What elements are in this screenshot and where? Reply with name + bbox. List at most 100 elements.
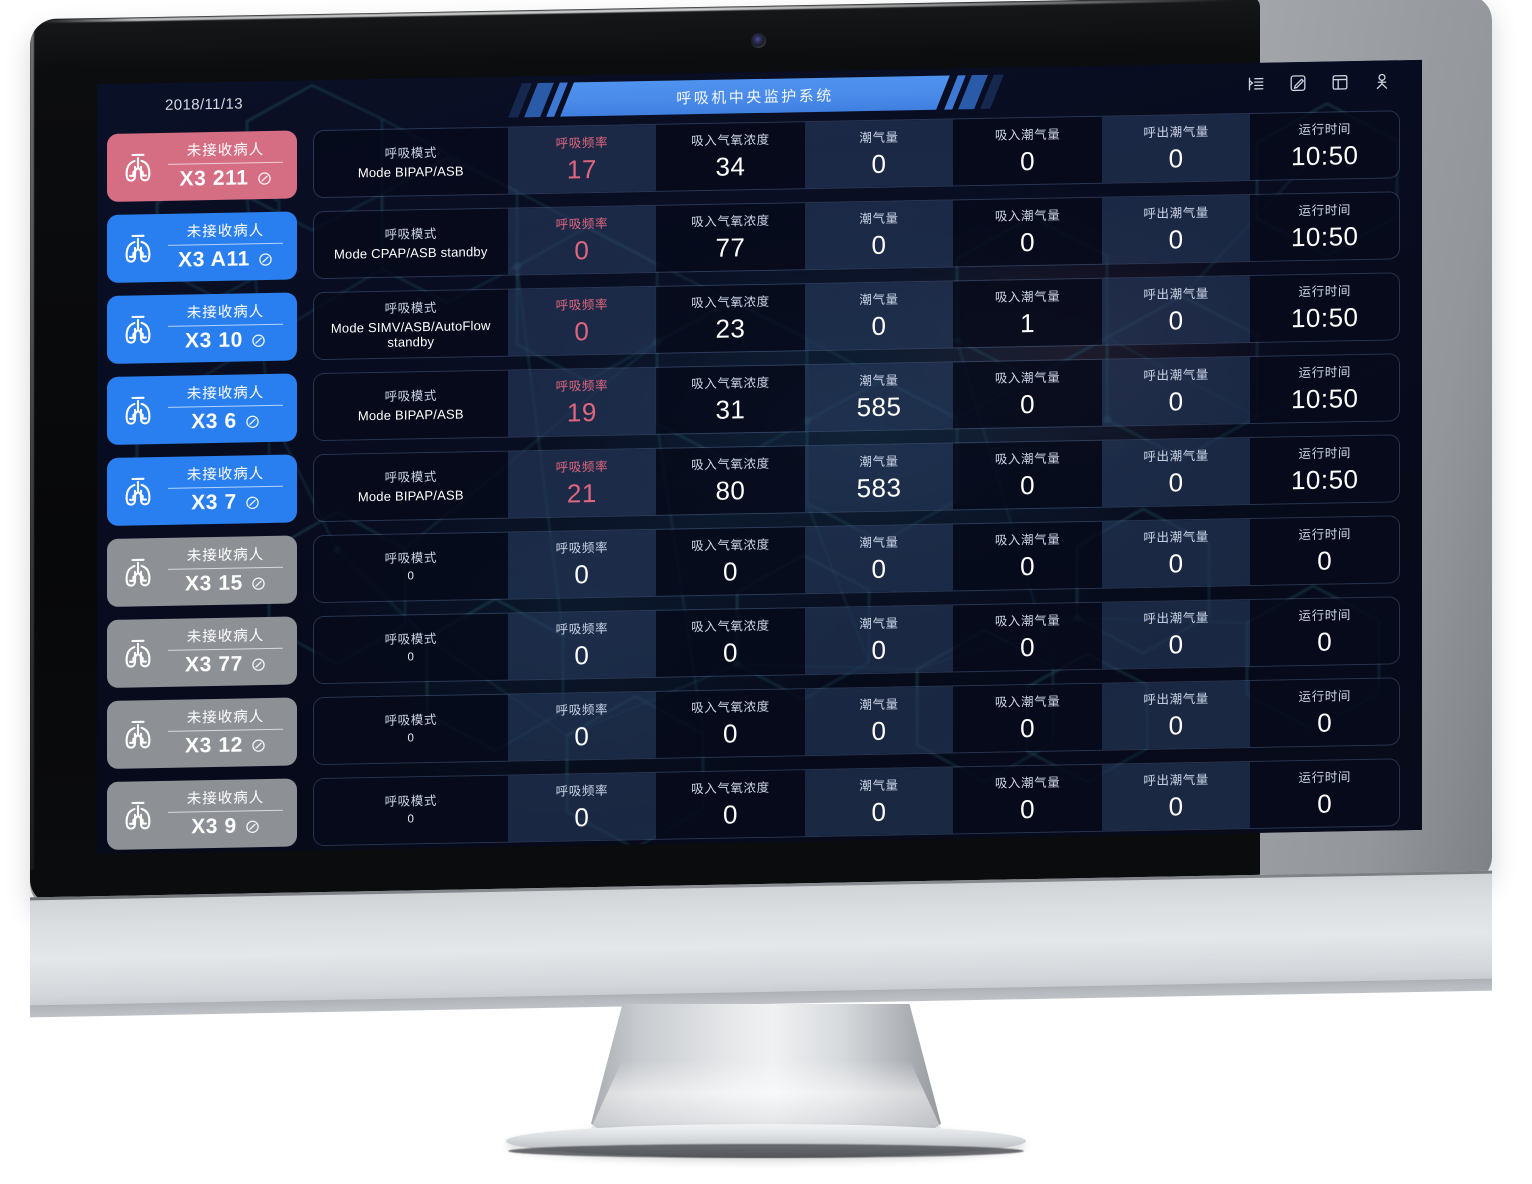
user-icon[interactable] (1372, 71, 1392, 91)
metric-cell-tidal: 潮气量 0 (804, 686, 954, 756)
metric-cell-tidal_in: 吸入潮气量 0 (953, 440, 1102, 510)
metric-cell-runtime: 运行时间 10:50 (1250, 354, 1400, 424)
metric-label-rate: 呼吸频率 (555, 621, 609, 637)
metric-cell-rate: 呼吸频率 0 (507, 205, 657, 275)
device-card-x3-77[interactable]: 未接收病人 X3 77 (107, 616, 297, 688)
metrics-row[interactable]: 呼吸模式 0 呼吸频率 0 吸入气氧浓度 0 潮气量 0 吸入潮气量 0 呼出潮气量 0 运行时间 0 (313, 677, 1400, 766)
metric-value-tidal_in: 0 (1020, 145, 1036, 176)
metric-value-fio2: 23 (715, 312, 746, 344)
metrics-row[interactable]: 呼吸模式 Mode BIPAP/ASB 呼吸频率 19 吸入气氧浓度 31 潮气量 585 吸入… (313, 353, 1400, 442)
metric-label-tidal: 潮气量 (859, 372, 899, 388)
monitor-stand-neck-shade (591, 1060, 941, 1134)
metrics-row[interactable]: 呼吸模式 Mode CPAP/ASB standby 呼吸频率 0 吸入气氧浓度 77 潮气… (313, 191, 1400, 280)
metric-label-tidal_out: 呼出潮气量 (1143, 124, 1209, 140)
metric-cell-rate: 呼吸频率 0 (507, 610, 657, 680)
metric-label-tidal_in: 吸入潮气量 (994, 369, 1061, 386)
metric-cell-fio2: 吸入气氧浓度 0 (656, 608, 805, 677)
list-view-icon[interactable] (1246, 74, 1266, 94)
metric-label-tidal: 潮气量 (859, 534, 899, 550)
metric-label-tidal_in: 吸入潮气量 (994, 774, 1061, 791)
metric-label-tidal_in: 吸入潮气量 (994, 288, 1061, 305)
layout-icon[interactable] (1330, 72, 1350, 92)
metric-cell-tidal_out: 呼出潮气量 0 (1101, 762, 1251, 831)
metric-label-tidal_in: 吸入潮气量 (994, 531, 1061, 548)
metric-cell-tidal_out: 呼出潮气量 0 (1101, 195, 1251, 264)
blocked-circle-icon (251, 738, 266, 753)
device-card-x3-15[interactable]: 未接收病人 X3 15 (107, 535, 297, 607)
metric-value-fio2: 0 (722, 717, 738, 749)
monitor-device: 2018/11/13 呼吸机中央监护系统 (30, 0, 1492, 1018)
metric-value-tidal: 0 (871, 310, 887, 341)
metric-label-mode: 呼吸模式 (384, 550, 437, 566)
metric-value-tidal_in: 0 (1020, 631, 1036, 662)
device-id-row: X3 12 (164, 732, 287, 759)
metric-label-runtime: 运行时间 (1298, 364, 1351, 380)
metric-value-tidal_in: 0 (1020, 712, 1036, 743)
metrics-row[interactable]: 呼吸模式 0 呼吸频率 0 吸入气氧浓度 0 潮气量 0 吸入潮气量 0 呼出潮气量 0 运行时间 0 (313, 596, 1400, 685)
metric-cell-mode: 呼吸模式 Mode BIPAP/ASB (314, 451, 508, 522)
metrics-row[interactable]: 呼吸模式 Mode BIPAP/ASB 呼吸频率 21 吸入气氧浓度 80 潮气量 583 吸入… (313, 434, 1400, 523)
blocked-circle-icon (251, 576, 266, 591)
edit-icon[interactable] (1288, 73, 1308, 93)
device-card-x3-10[interactable]: 未接收病人 X3 10 (107, 292, 297, 364)
device-card-info: 未接收病人 X3 A11 (160, 221, 287, 273)
metric-label-tidal: 潮气量 (859, 696, 899, 712)
device-id-label: X3 10 (185, 328, 243, 353)
device-id-label: X3 77 (185, 652, 243, 677)
metric-cell-tidal_in: 吸入潮气量 0 (953, 359, 1102, 429)
metric-label-tidal_in: 吸入潮气量 (994, 612, 1061, 629)
device-id-row: X3 211 (164, 165, 287, 192)
metric-cell-fio2: 吸入气氧浓度 34 (656, 122, 805, 191)
metric-value-tidal_in: 0 (1020, 550, 1036, 581)
metric-label-rate: 呼吸频率 (555, 135, 609, 151)
metric-value-fio2: 0 (722, 798, 738, 830)
metric-label-tidal_out: 呼出潮气量 (1143, 610, 1209, 626)
metric-value-tidal_out: 0 (1168, 790, 1184, 822)
metric-label-runtime: 运行时间 (1298, 121, 1351, 137)
device-status-label: 未接收病人 (186, 142, 265, 160)
metric-value-runtime: 10:50 (1290, 220, 1359, 252)
metric-label-tidal_out: 呼出潮气量 (1143, 529, 1209, 545)
blocked-circle-icon (245, 819, 260, 834)
app-header: 2018/11/13 呼吸机中央监护系统 (97, 60, 1422, 132)
metric-cell-rate: 呼吸频率 17 (507, 124, 657, 194)
device-status-label: 未接收病人 (186, 709, 265, 727)
metric-value-runtime: 10:50 (1290, 139, 1359, 171)
metric-label-tidal_in: 吸入潮气量 (994, 693, 1061, 710)
metric-cell-mode: 呼吸模式 Mode SIMV/ASB/AutoFlow standby (314, 289, 508, 360)
device-id-row: X3 6 (164, 408, 287, 435)
metrics-row[interactable]: 呼吸模式 Mode SIMV/ASB/AutoFlow standby 呼吸频率 0 吸… (313, 272, 1400, 361)
metrics-row[interactable]: 呼吸模式 0 呼吸频率 0 吸入气氧浓度 0 潮气量 0 吸入潮气量 0 呼出潮气量 0 运行时间 0 (313, 515, 1400, 604)
metric-value-tidal: 585 (856, 390, 902, 422)
metric-cell-mode: 呼吸模式 Mode BIPAP/ASB (314, 127, 508, 198)
metrics-row-list: 呼吸模式 Mode BIPAP/ASB 呼吸频率 17 吸入气氧浓度 34 潮气量 0 吸入潮气… (297, 108, 1422, 851)
metric-label-tidal_out: 呼出潮气量 (1143, 205, 1209, 221)
device-card-x3-a11[interactable]: 未接收病人 X3 A11 (107, 211, 297, 283)
metric-cell-tidal: 潮气量 0 (804, 605, 954, 675)
metric-cell-tidal: 潮气量 0 (804, 524, 954, 594)
device-card-x3-9[interactable]: 未接收病人 X3 9 (107, 778, 297, 850)
device-card-info: 未接收病人 X3 15 (160, 545, 287, 597)
metric-cell-rate: 呼吸频率 21 (507, 448, 657, 518)
metric-cell-tidal_out: 呼出潮气量 0 (1101, 438, 1251, 507)
device-card-x3-6[interactable]: 未接收病人 X3 6 (107, 373, 297, 445)
metric-cell-tidal_in: 吸入潮气量 0 (953, 764, 1102, 834)
device-card-x3-12[interactable]: 未接收病人 X3 12 (107, 697, 297, 769)
metric-label-rate: 呼吸频率 (555, 297, 609, 313)
lungs-icon (116, 631, 160, 676)
metric-label-tidal_in: 吸入潮气量 (994, 450, 1061, 467)
metric-cell-mode: 呼吸模式 0 (314, 613, 508, 684)
device-card-x3-211[interactable]: 未接收病人 X3 211 (107, 130, 297, 202)
metric-cell-rate: 呼吸频率 0 (507, 286, 657, 356)
device-card-info: 未接收病人 X3 10 (160, 302, 287, 354)
metric-label-tidal_out: 呼出潮气量 (1143, 691, 1209, 707)
metric-label-fio2: 吸入气氧浓度 (691, 375, 770, 391)
metric-value-rate: 0 (574, 234, 590, 265)
metric-cell-mode: 呼吸模式 0 (314, 694, 508, 765)
metric-value-tidal_in: 1 (1020, 307, 1036, 338)
metric-cell-tidal_in: 吸入潮气量 0 (953, 521, 1102, 591)
metrics-row[interactable]: 呼吸模式 0 呼吸频率 0 吸入气氧浓度 0 潮气量 0 吸入潮气量 0 呼出潮气量 0 运行时间 0 (313, 758, 1400, 847)
device-card-x3-7[interactable]: 未接收病人 X3 7 (107, 454, 297, 526)
metric-cell-fio2: 吸入气氧浓度 31 (656, 365, 805, 434)
